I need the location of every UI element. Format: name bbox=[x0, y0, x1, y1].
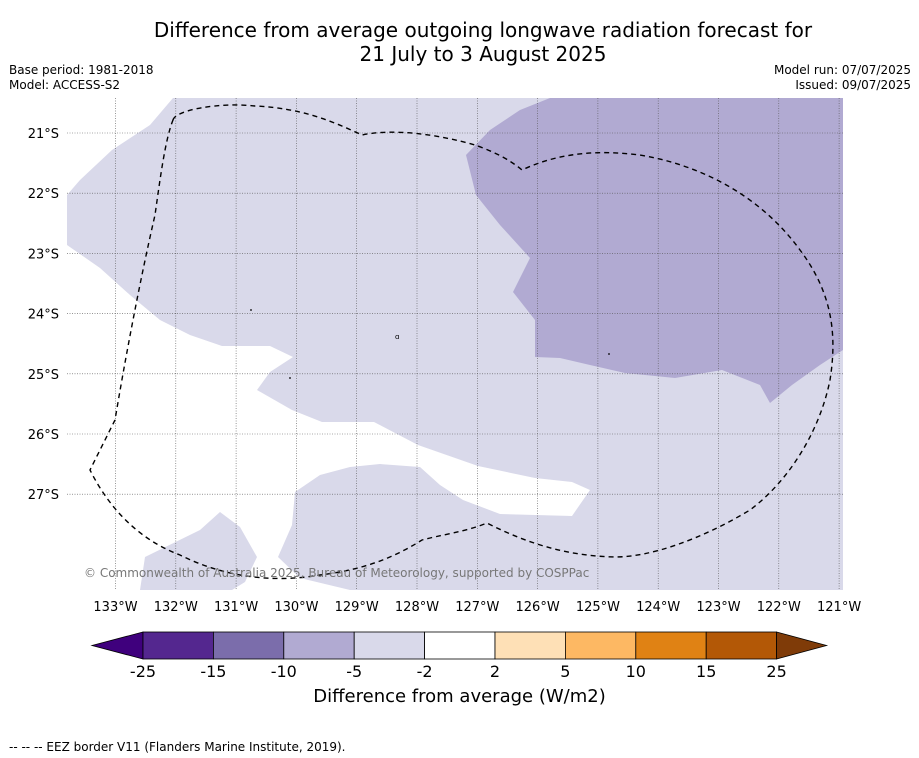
base-period: Base period: 1981-2018 bbox=[9, 63, 154, 77]
latitude-label: 27°S bbox=[28, 488, 59, 503]
colorbar-tick-label: -2 bbox=[417, 662, 433, 681]
colorbar-ticks: -25 -15 -10 -5 -2 2 5 10 15 25 bbox=[130, 662, 787, 681]
longitude-label: 126°W bbox=[516, 600, 560, 615]
longitude-label: 130°W bbox=[274, 600, 318, 615]
colorbar-segment bbox=[565, 631, 637, 660]
longitude-label: 128°W bbox=[395, 600, 439, 615]
longitude-label: 131°W bbox=[214, 600, 258, 615]
latitude-label: 24°S bbox=[28, 308, 59, 323]
near-average-region bbox=[67, 245, 590, 590]
model-run: Model run: 07/07/2025 bbox=[773, 63, 911, 77]
near-average-region bbox=[67, 98, 173, 195]
colorbar-tick-label: -15 bbox=[200, 662, 226, 681]
colorbar-tick-label: 25 bbox=[766, 662, 786, 681]
colorbar-low-extend bbox=[90, 631, 144, 660]
title-line-1: Difference from average outgoing longwav… bbox=[153, 18, 813, 42]
colorbar-tick-label: 10 bbox=[626, 662, 646, 681]
latitude-labels: 21°S 22°S 23°S 24°S 25°S 26°S 27°S bbox=[28, 127, 59, 503]
eez-border bbox=[89, 104, 834, 580]
colorbar-segment bbox=[212, 631, 285, 660]
colorbar-tick-label: -5 bbox=[346, 662, 362, 681]
latitude-label: 22°S bbox=[28, 187, 59, 202]
eez-footnote: -- -- -- EEZ border V11 (Flanders Marine… bbox=[9, 740, 346, 754]
colorbar bbox=[90, 631, 829, 660]
colorbar-segment bbox=[494, 631, 566, 660]
longitude-label: 121°W bbox=[817, 600, 861, 615]
longitude-label: 122°W bbox=[757, 600, 801, 615]
longitude-label: 125°W bbox=[576, 600, 620, 615]
copyright-notice: © Commonwealth of Australia 2025, Bureau… bbox=[84, 566, 589, 580]
graticule bbox=[67, 98, 843, 590]
meta-left: Base period: 1981-2018 Model: ACCESS-S2 bbox=[9, 63, 154, 93]
latitude-label: 21°S bbox=[28, 127, 59, 142]
longitude-labels: 133°W 132°W 131°W 130°W 129°W 128°W 127°W 126°W… bbox=[93, 600, 861, 615]
longitude-label: 123°W bbox=[696, 600, 740, 615]
colorbar-tick-label: 2 bbox=[490, 662, 500, 681]
anomaly-medium-purple-region bbox=[466, 98, 843, 403]
colorbar-segment bbox=[142, 631, 214, 660]
colorbar-segment bbox=[705, 631, 778, 660]
colorbar-tick-label: -10 bbox=[271, 662, 297, 681]
longitude-label: 132°W bbox=[154, 600, 198, 615]
island-mark: ɑ bbox=[395, 333, 399, 341]
island-mark bbox=[250, 309, 252, 311]
map-title: Difference from average outgoing longwav… bbox=[0, 18, 919, 66]
island-mark bbox=[608, 353, 610, 355]
colorbar-high-extend bbox=[776, 631, 829, 660]
longitude-label: 124°W bbox=[636, 600, 680, 615]
colorbar-segment bbox=[424, 631, 496, 660]
longitude-label: 129°W bbox=[335, 600, 379, 615]
colorbar-tick-label: 15 bbox=[696, 662, 716, 681]
map-area bbox=[67, 98, 843, 590]
longitude-label: 127°W bbox=[455, 600, 499, 615]
model-name: Model: ACCESS-S2 bbox=[9, 78, 121, 92]
colorbar-segment bbox=[283, 631, 355, 660]
colorbar-tick-label: -25 bbox=[130, 662, 156, 681]
latitude-label: 25°S bbox=[28, 368, 59, 383]
meta-right: Model run: 07/07/2025 Issued: 09/07/2025 bbox=[774, 63, 911, 93]
latitude-label: 23°S bbox=[28, 247, 59, 262]
longitude-label: 133°W bbox=[93, 600, 137, 615]
colorbar-tick-label: 5 bbox=[560, 662, 570, 681]
island-mark bbox=[289, 377, 291, 379]
issued-date: Issued: 09/07/2025 bbox=[795, 78, 911, 92]
colorbar-segment bbox=[635, 631, 707, 660]
title-line-2: 21 July to 3 August 2025 bbox=[359, 42, 607, 66]
colorbar-title: Difference from average (W/m2) bbox=[313, 686, 606, 707]
latitude-label: 26°S bbox=[28, 428, 59, 443]
anomaly-island-region bbox=[140, 512, 257, 590]
colorbar-segment bbox=[353, 631, 426, 660]
